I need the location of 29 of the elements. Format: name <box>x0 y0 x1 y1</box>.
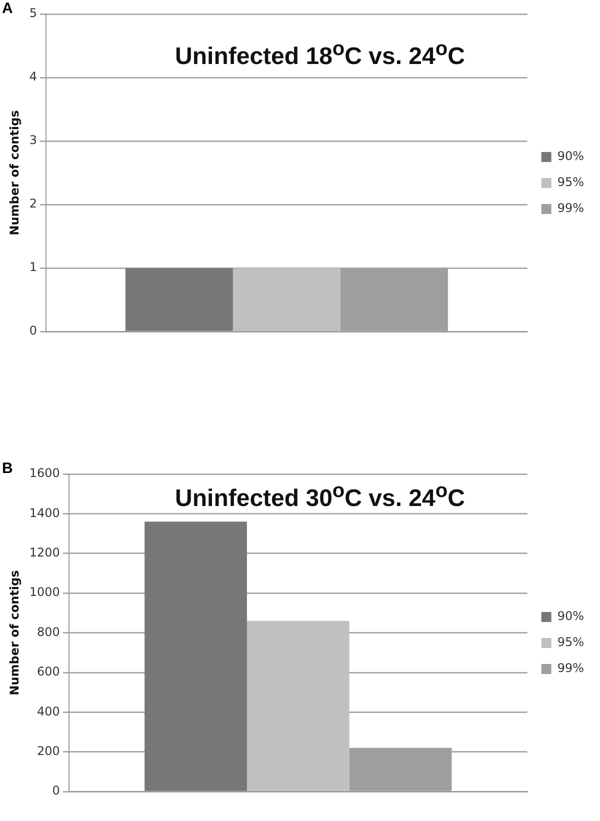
text: A <box>2 0 13 17</box>
y-tick-label: 4 <box>29 70 38 84</box>
bar <box>144 522 247 791</box>
y-tick-label: 600 <box>37 664 60 679</box>
y-axis-title: Number of contigs <box>7 110 22 236</box>
legend-label: 95% <box>557 635 584 650</box>
legend-label: 95% <box>557 175 584 190</box>
y-tick-label: 0 <box>29 324 38 338</box>
y-tick-label: 1400 <box>29 506 60 520</box>
chart-title: Uninfected 30$^{o}$C vs. 24$^{o}$C <box>174 480 466 513</box>
y-tick-label: 0 <box>52 784 60 798</box>
y-tick-label: 2 <box>29 196 38 211</box>
y-tick-label: 1 <box>29 260 38 274</box>
y-tick-label: 5 <box>29 6 38 20</box>
text: Uninfected 18$^{o}$C vs. 24$^{o}$C <box>174 38 466 71</box>
legend-label: 90% <box>557 609 584 624</box>
y-tick-label: 800 <box>37 624 60 639</box>
y-tick-label: 3 <box>29 133 38 148</box>
y-tick-label: 1200 <box>29 546 60 560</box>
legend-label: 90% <box>557 149 584 164</box>
y-tick-label: 400 <box>37 704 60 718</box>
text: B <box>2 460 13 477</box>
bar <box>246 620 350 791</box>
legend-label: 99% <box>557 201 584 216</box>
legend-label: 99% <box>557 661 584 676</box>
y-axis-title: Number of contigs <box>7 570 22 696</box>
y-tick-label: 200 <box>37 744 60 758</box>
y-tick-label: 1600 <box>29 466 60 480</box>
y-tick-label: 1000 <box>29 585 60 600</box>
